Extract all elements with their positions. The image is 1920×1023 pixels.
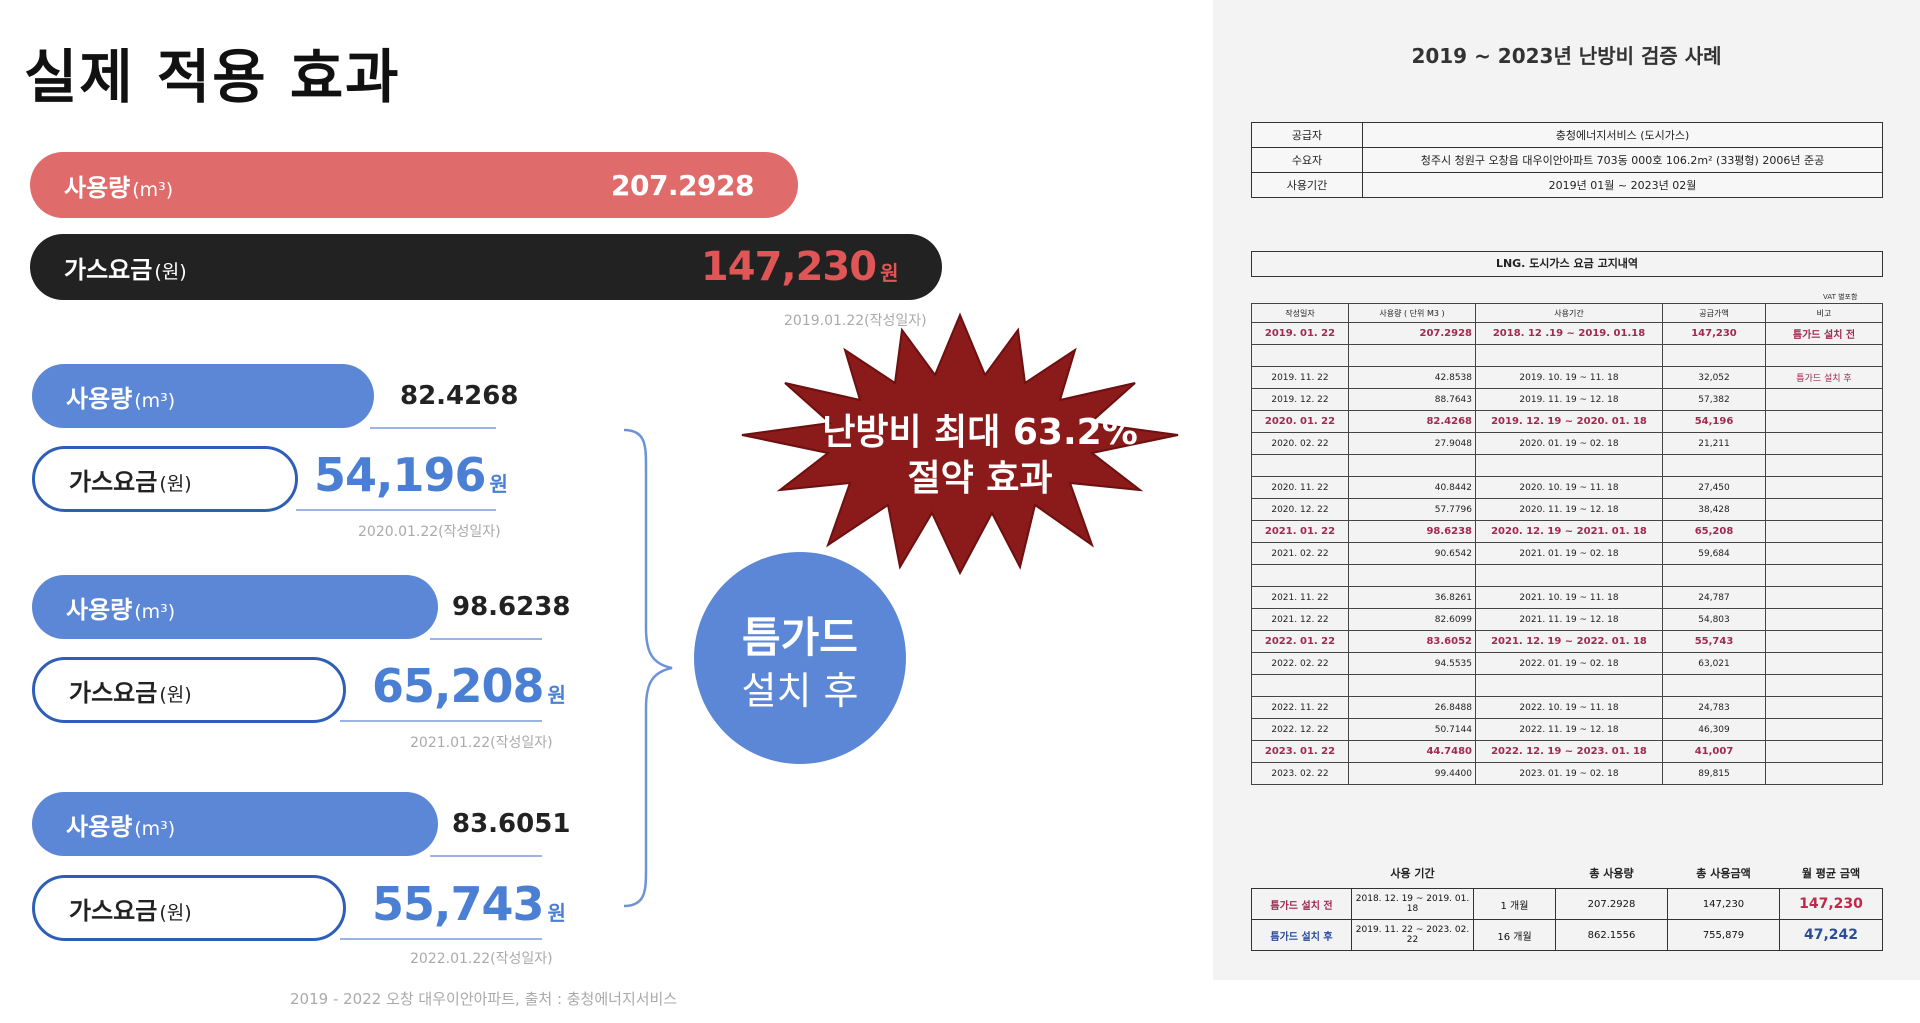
divider — [296, 509, 496, 511]
table-row: 2021. 12. 22 82.6099 2021. 11. 19 ~ 12. 18… — [1251, 608, 1883, 631]
usage-value-2022: 83.6051 — [452, 809, 571, 839]
table-row — [1251, 344, 1883, 367]
fee-bar-2020: 가스요금 (원) — [32, 446, 298, 512]
table-row — [1251, 674, 1883, 697]
usage-label: 사용량 (m³) — [64, 173, 174, 202]
date-2020: 2020.01.22(작성일자) — [358, 524, 501, 540]
info-row: 사용기간 2019년 01월 ~ 2023년 02월 — [1251, 172, 1883, 198]
page-title: 실제 적용 효과 — [24, 43, 401, 111]
table-row: 2023. 01. 22 44.7480 2022. 12. 19 ~ 2023. … — [1251, 740, 1883, 763]
table-row: 2021. 11. 22 36.8261 2021. 10. 19 ~ 11. 18… — [1251, 586, 1883, 609]
savings-text: 난방비 최대 63.2% 절약 효과 — [822, 412, 1138, 499]
usage-bar-2021: 사용량 (m³) — [32, 575, 438, 639]
info-table: 공급자 충청에너지서비스 (도시가스) 수요자 청주시 청원구 오창읍 대우이안아파… — [1251, 122, 1883, 198]
source-note: 2019 - 2022 오창 대우이안아파트, 출처 : 충청에너지서비스 — [290, 990, 678, 1008]
table-row: 2020. 02. 22 27.9048 2020. 01. 19 ~ 02. 18… — [1251, 432, 1883, 455]
table-row — [1251, 564, 1883, 587]
date-before: 2019.01.22(작성일자) — [784, 313, 927, 329]
usage-bar-before: 사용량 (m³) 207.2928 — [30, 152, 798, 218]
table-row: 2022. 01. 22 83.6052 2021. 12. 19 ~ 2022. … — [1251, 630, 1883, 653]
date-2021: 2021.01.22(작성일자) — [410, 735, 553, 751]
fee-value-2020: 54,196 원 — [314, 448, 508, 502]
usage-bar-2022: 사용량 (m³) — [32, 792, 438, 856]
install-badge: 틈가드 설치 후 — [694, 552, 906, 764]
curly-brace — [623, 428, 673, 908]
lng-title: LNG. 도시가스 요금 고지내역 — [1251, 251, 1883, 277]
table-row: 2019. 12. 22 88.7643 2019. 11. 19 ~ 12. 18… — [1251, 388, 1883, 411]
divider — [430, 855, 542, 857]
usage-bar-2020: 사용량 (m³) — [32, 364, 374, 428]
fee-bar-before: 가스요금 (원) 147,230 원 — [30, 234, 942, 300]
date-2022: 2022.01.22(작성일자) — [410, 951, 553, 967]
divider — [370, 427, 496, 429]
usage-value-before: 207.2928 — [610, 168, 755, 202]
fee-value-2021: 65,208 원 — [372, 659, 566, 713]
fee-value-2022: 55,743 원 — [372, 877, 566, 931]
table-row: 2022. 11. 22 26.8488 2022. 10. 19 ~ 11. 18… — [1251, 696, 1883, 719]
table-row: 2023. 02. 22 99.4400 2023. 01. 19 ~ 02. 18… — [1251, 762, 1883, 785]
usage-value-2020: 82.4268 — [400, 381, 519, 411]
table-row: 2022. 02. 22 94.5535 2022. 01. 19 ~ 02. 18… — [1251, 652, 1883, 675]
table-row: 2019. 11. 22 42.8538 2019. 10. 19 ~ 11. 18… — [1251, 366, 1883, 389]
billing-table: 작성일자 사용량 ( 단위 M3 ) 사용기간 공급가액 비고 2019. 01… — [1251, 303, 1883, 785]
info-row: 공급자 충청에너지서비스 (도시가스) — [1251, 122, 1883, 148]
summary-row: 틈가드 설치 전 2018. 12. 19 ~ 2019. 01. 18 1 개… — [1251, 888, 1883, 920]
document-title: 2019 ~ 2023년 난방비 검증 사례 — [1411, 44, 1722, 68]
info-row: 수요자 청주시 청원구 오창읍 대우이안아파트 703동 000호 106.2m²… — [1251, 147, 1883, 173]
summary-row: 틈가드 설치 후 2019. 11. 22 ~ 2023. 02. 22 16 … — [1251, 919, 1883, 951]
fee-label: 가스요금 (원) — [64, 255, 187, 284]
table-row — [1251, 454, 1883, 477]
divider — [430, 638, 542, 640]
fee-bar-2022: 가스요금 (원) — [32, 875, 346, 941]
table-row: 2020. 01. 22 82.4268 2019. 12. 19 ~ 2020. … — [1251, 410, 1883, 433]
table-row: 2020. 12. 22 57.7796 2020. 11. 19 ~ 12. 18… — [1251, 498, 1883, 521]
fee-value-before: 147,230 원 — [700, 244, 899, 290]
table-row: 2021. 02. 22 90.6542 2021. 01. 19 ~ 02. 18… — [1251, 542, 1883, 565]
table-row: 2021. 01. 22 98.6238 2020. 12. 19 ~ 2021. … — [1251, 520, 1883, 543]
summary-table: 사용 기간 총 사용량 총 사용금액 월 평균 금액 틈가드 설치 전 2018… — [1251, 858, 1883, 951]
savings-burst — [741, 312, 1179, 575]
vat-note: VAT 별포함 — [1823, 293, 1858, 301]
divider — [340, 720, 542, 722]
fee-bar-2021: 가스요금 (원) — [32, 657, 346, 723]
table-row: 2019. 01. 22 207.2928 2018. 12 .19 ~ 2019.… — [1251, 322, 1883, 345]
table-row: 2020. 11. 22 40.8442 2020. 10. 19 ~ 11. 18… — [1251, 476, 1883, 499]
usage-value-2021: 98.6238 — [452, 592, 571, 622]
table-row: 2022. 12. 22 50.7144 2022. 11. 19 ~ 12. 18… — [1251, 718, 1883, 741]
divider — [340, 938, 542, 940]
scanned-document: 2019 ~ 2023년 난방비 검증 사례 공급자 충청에너지서비스 (도시가스… — [1213, 0, 1920, 980]
